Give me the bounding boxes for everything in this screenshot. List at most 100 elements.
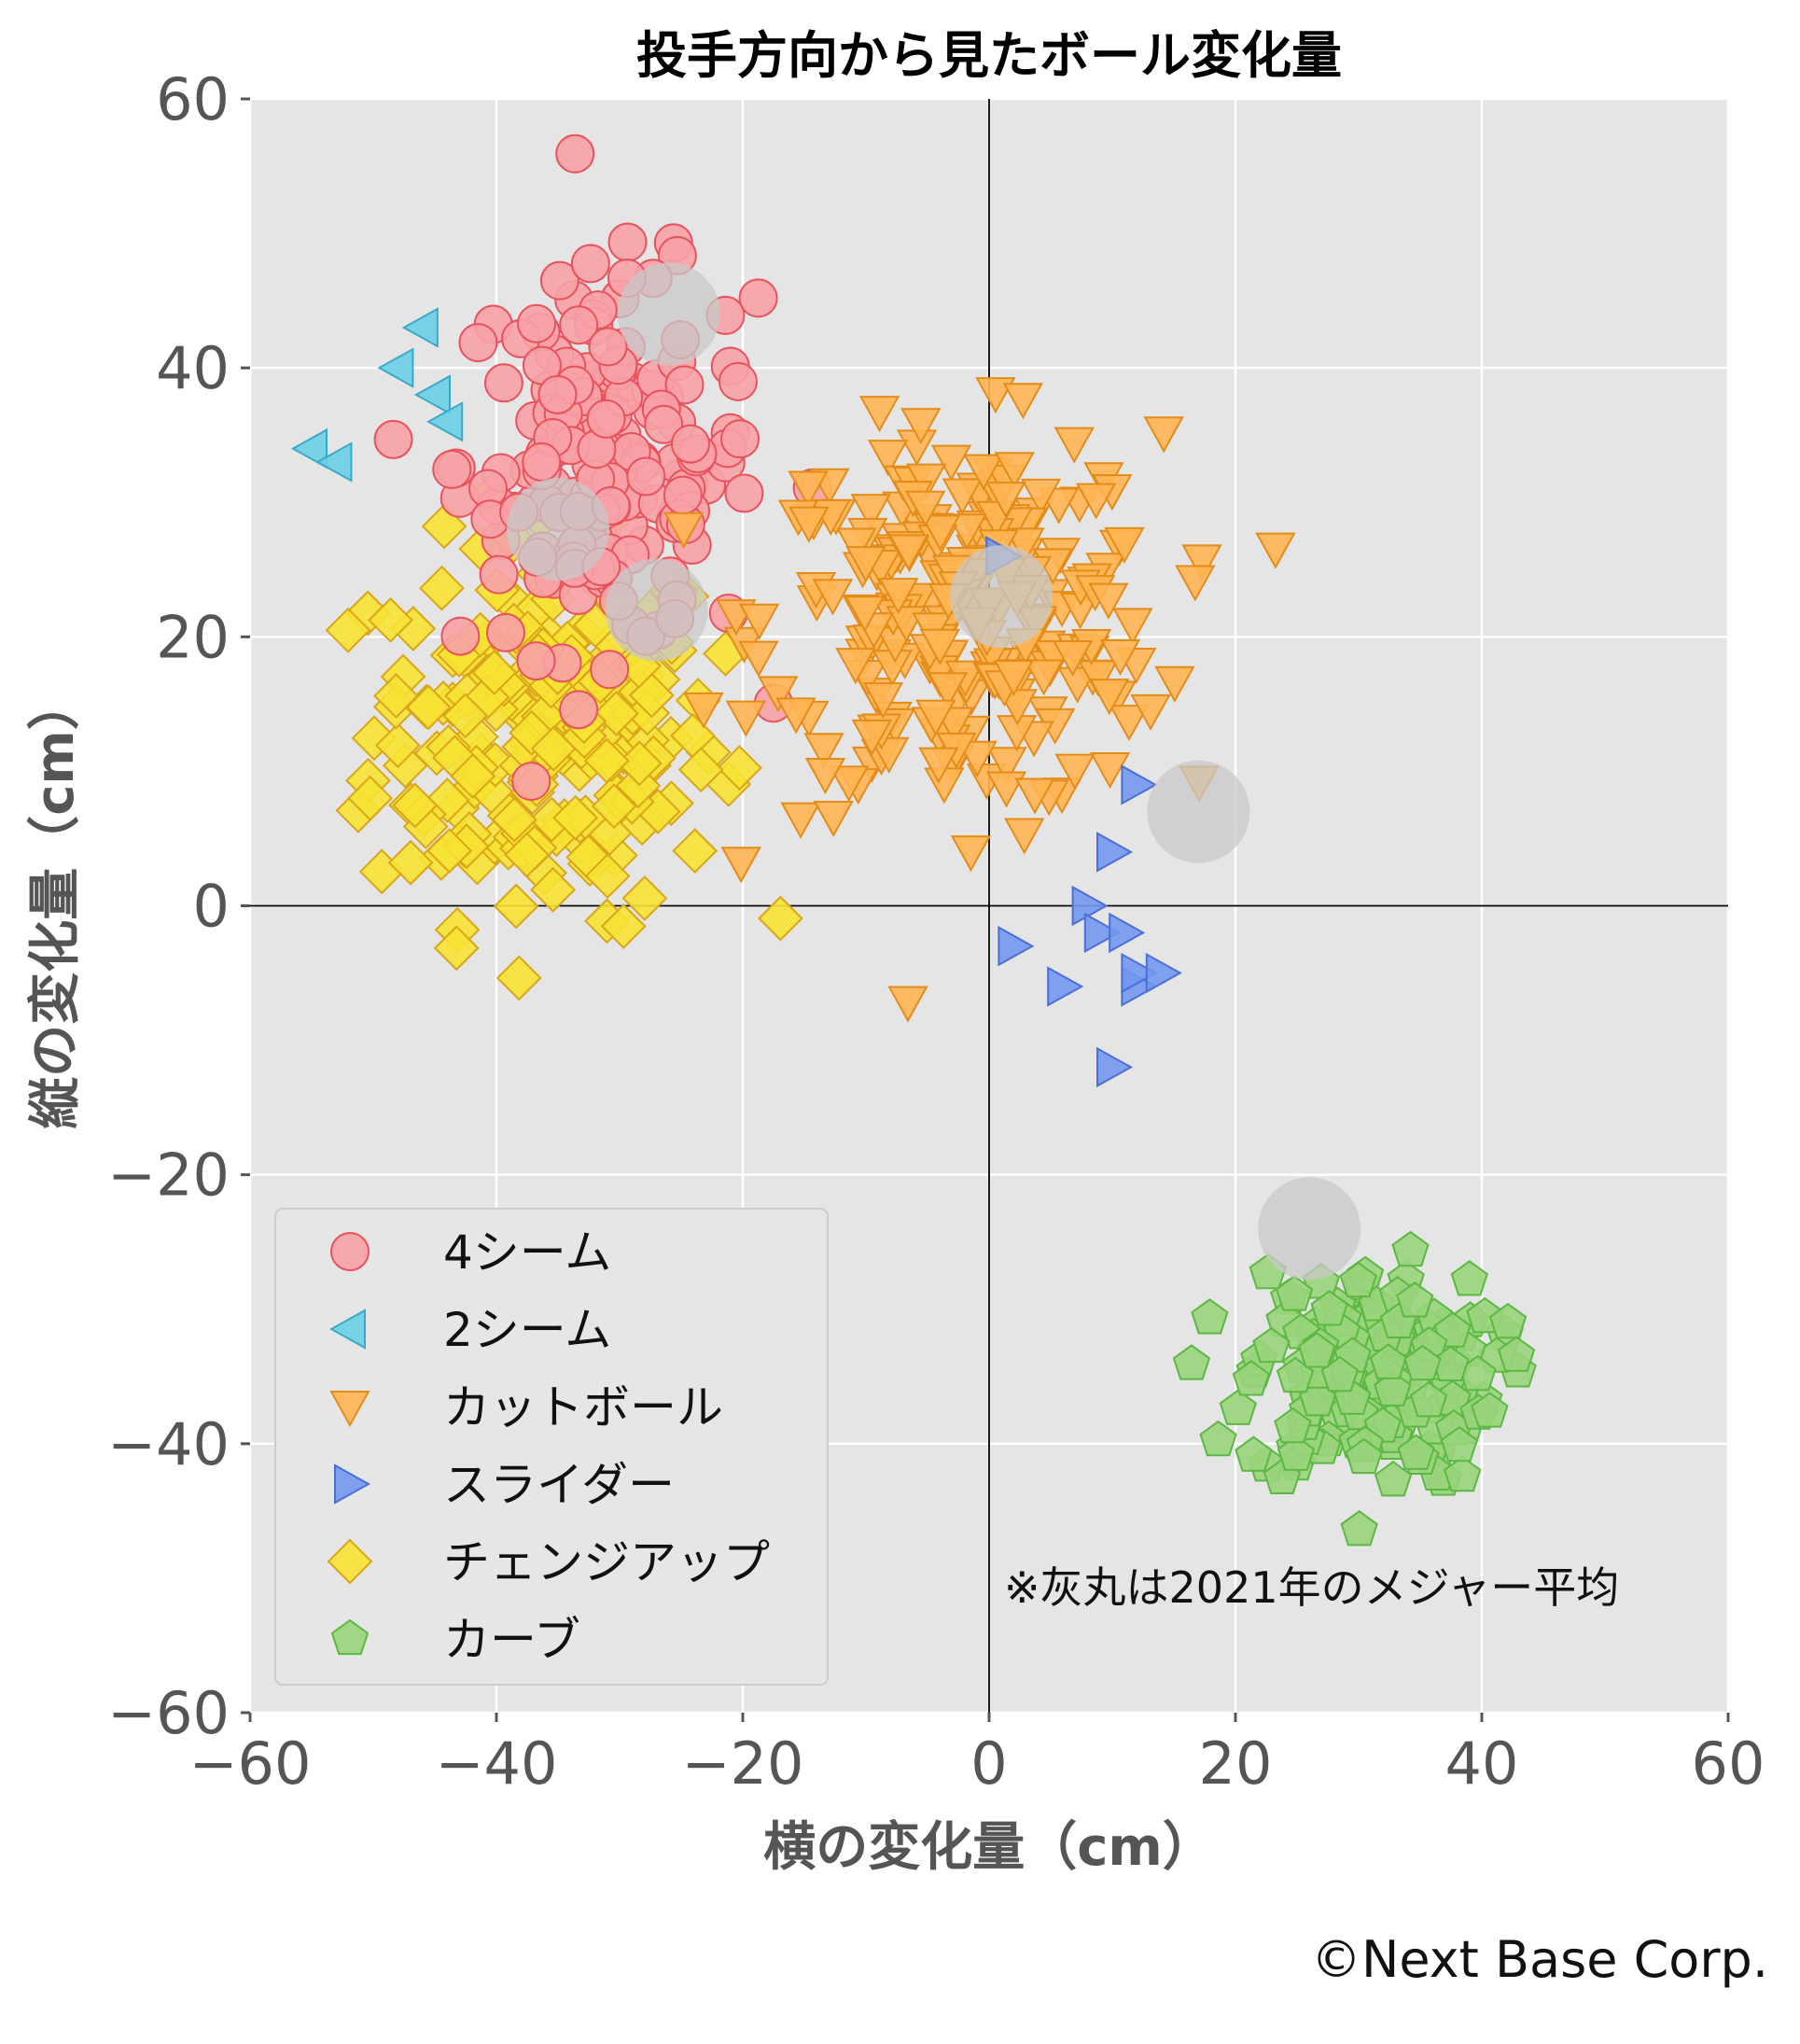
data-point (828, 765, 870, 803)
annotation-note: ※灰丸は2021年のメジャー平均 (1004, 1562, 1619, 1613)
data-point (985, 771, 1027, 808)
data-point (915, 699, 956, 736)
data-point (1488, 1302, 1528, 1339)
data-point (552, 794, 599, 841)
data-point (591, 783, 637, 830)
data-point (1145, 952, 1182, 994)
data-point (479, 554, 519, 595)
legend-marker (330, 1618, 370, 1656)
y-tick-label: −40 (107, 1410, 230, 1478)
data-point (670, 424, 710, 464)
data-point (483, 363, 523, 403)
data-point (724, 473, 764, 513)
data-point (419, 565, 465, 611)
legend-label: チェンジアップ (443, 1535, 770, 1589)
reference-circles (507, 262, 1361, 1281)
y-tick-label: 20 (156, 603, 230, 671)
data-point (1252, 1326, 1291, 1364)
y-tick-label: −60 (107, 1679, 230, 1747)
reference-point (507, 478, 609, 581)
data-point (851, 719, 892, 756)
data-point (1199, 1420, 1237, 1457)
legend-box (274, 1208, 829, 1686)
data-point (720, 847, 761, 884)
data-point (836, 527, 877, 565)
x-tick-label: 40 (1445, 1729, 1519, 1798)
x-axis-label: 横の変化量（cm） (763, 1817, 1215, 1878)
data-point (919, 628, 960, 665)
data-point (559, 305, 599, 345)
data-point (559, 690, 599, 730)
data-point (583, 737, 630, 784)
data-point (1345, 1437, 1383, 1475)
data-point (1047, 966, 1084, 1007)
data-point (450, 753, 496, 800)
data-point (663, 475, 703, 515)
data-point (862, 682, 904, 720)
data-point (405, 684, 452, 731)
series-2 (290, 307, 464, 483)
data-point (663, 511, 705, 549)
data-point (537, 374, 578, 414)
x-tick-label: −60 (189, 1729, 312, 1798)
reference-point (1147, 760, 1250, 863)
data-point (758, 895, 803, 942)
data-point (1053, 427, 1095, 464)
data-point (918, 747, 959, 784)
data-point (387, 839, 434, 886)
data-point (1391, 1230, 1430, 1267)
data-point (788, 470, 829, 508)
data-point (1075, 483, 1117, 520)
data-point (720, 419, 760, 459)
reference-point (617, 262, 720, 366)
data-point (522, 442, 562, 483)
x-tick-label: −40 (436, 1729, 558, 1798)
data-point (493, 883, 539, 930)
data-point (812, 579, 854, 616)
data-point (1143, 416, 1184, 454)
y-tick-label: 0 (193, 873, 230, 941)
data-point (738, 603, 780, 640)
data-point (725, 700, 767, 737)
data-point (780, 802, 821, 839)
data-point (845, 546, 886, 583)
data-point (905, 490, 946, 527)
data-point (401, 307, 439, 348)
data-point (1320, 1355, 1360, 1393)
data-point (1088, 582, 1129, 620)
data-point (1172, 1344, 1211, 1380)
data-point (432, 450, 472, 490)
y-tick-label: 40 (156, 334, 230, 402)
data-point (1409, 1380, 1448, 1418)
data-point (1057, 666, 1098, 704)
data-point (664, 365, 705, 405)
data-point (1297, 1332, 1336, 1368)
data-point (738, 640, 779, 678)
reference-point (1258, 1177, 1361, 1281)
data-point (1374, 1461, 1413, 1497)
data-point (1403, 1344, 1442, 1381)
legend-marker (329, 1391, 370, 1428)
legend-marker (334, 1463, 371, 1505)
data-point (1104, 526, 1145, 564)
data-point (1175, 565, 1216, 602)
data-point (1020, 478, 1062, 515)
legend-label: 2シーム (443, 1303, 611, 1357)
data-point (530, 725, 577, 772)
data-point (985, 482, 1026, 519)
data-point (1054, 753, 1095, 791)
copyright-credit: ©Next Base Corp. (1311, 1930, 1768, 1989)
data-point (621, 875, 668, 921)
data-point (946, 513, 987, 551)
data-point (867, 440, 909, 477)
data-point (1096, 832, 1134, 873)
data-point (600, 903, 647, 949)
x-tick-label: −20 (682, 1729, 804, 1798)
data-point (1235, 1435, 1273, 1472)
data-points (290, 133, 1537, 1547)
data-point (804, 758, 846, 795)
data-point (440, 616, 481, 656)
data-point (373, 419, 413, 459)
data-point (1181, 544, 1222, 581)
data-point (994, 452, 1035, 489)
